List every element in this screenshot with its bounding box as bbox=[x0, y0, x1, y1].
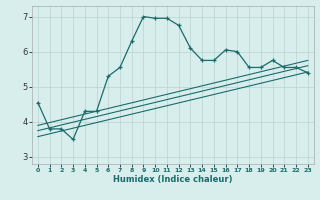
X-axis label: Humidex (Indice chaleur): Humidex (Indice chaleur) bbox=[113, 175, 233, 184]
